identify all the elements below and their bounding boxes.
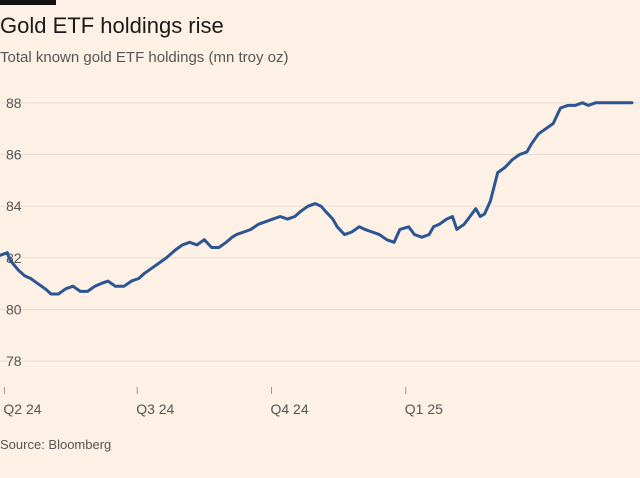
- y-tick-label: 80: [6, 302, 22, 318]
- x-tick-label: Q2 24: [3, 401, 41, 417]
- chart-title: Gold ETF holdings rise: [0, 13, 224, 38]
- y-tick-label: 78: [6, 353, 22, 369]
- y-tick-label: 84: [6, 198, 22, 214]
- source-note: Source: Bloomberg: [0, 437, 112, 452]
- x-tick-label: Q1 25: [405, 401, 443, 417]
- series-line: [0, 101, 634, 296]
- x-tick-label: Q3 24: [136, 401, 174, 417]
- brand-accent-bar: [0, 0, 56, 5]
- x-tick-label: Q4 24: [270, 401, 308, 417]
- y-tick-label: 88: [6, 95, 22, 111]
- y-tick-label: 86: [6, 147, 22, 163]
- chart-subtitle: Total known gold ETF holdings (mn troy o…: [0, 49, 289, 66]
